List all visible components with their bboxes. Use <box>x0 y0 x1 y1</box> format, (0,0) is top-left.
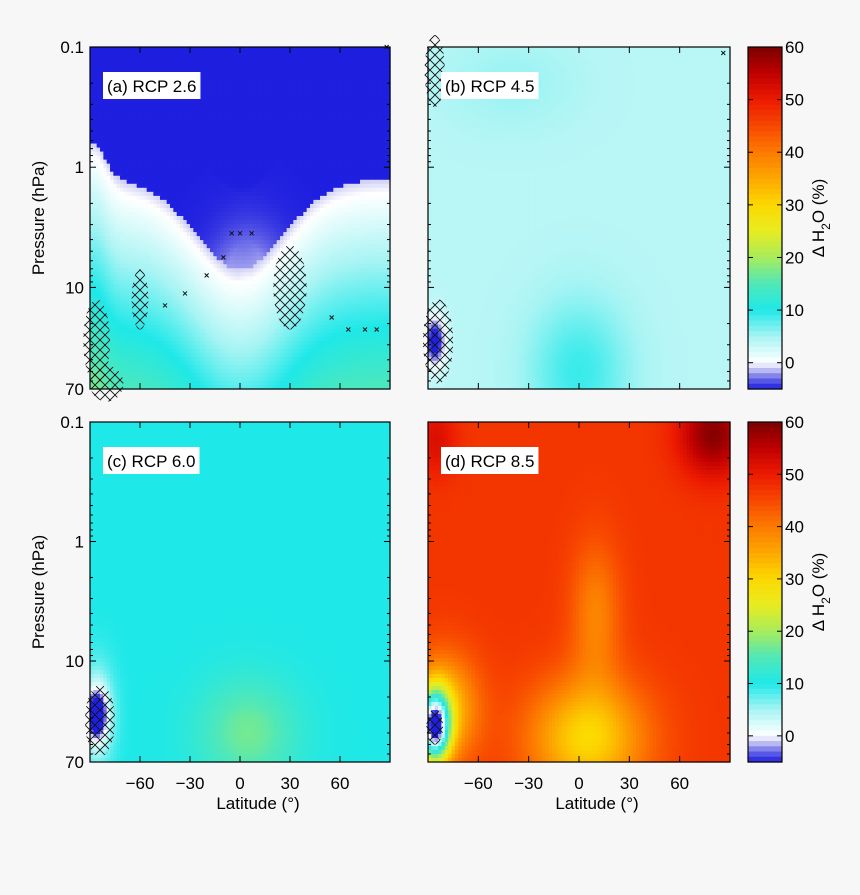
panel-1: 0.111070Pressure (hPa)(a) RCP 2.6 <box>29 38 391 402</box>
